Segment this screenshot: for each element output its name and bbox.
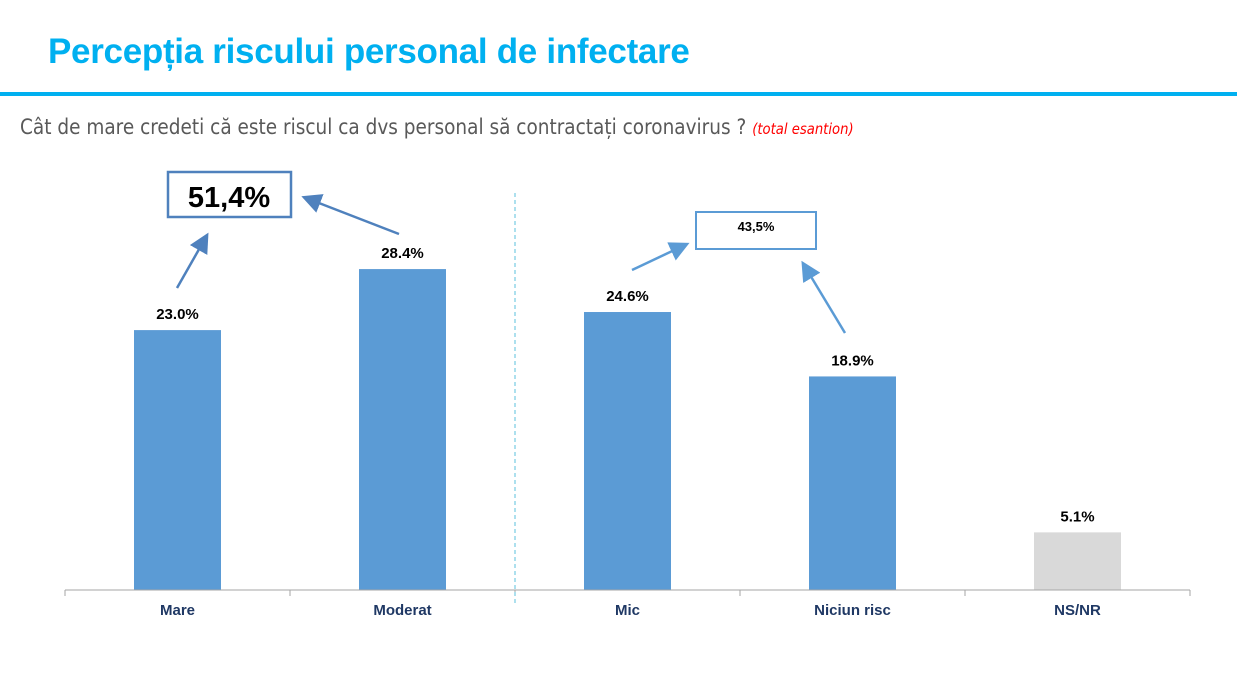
x-tick-label: NS/NR [1054, 602, 1101, 619]
arrow [631, 242, 690, 272]
bar-mic [584, 312, 671, 590]
x-tick-label: Niciun risc [814, 602, 891, 619]
data-label: 5.1% [1060, 508, 1094, 525]
annotation-box-total-high [166, 170, 293, 219]
arrow [301, 194, 400, 236]
data-label: 28.4% [381, 245, 424, 262]
data-label: 24.6% [606, 288, 649, 305]
page-title: Percepția riscului personal de infectare [48, 32, 690, 71]
annotation-total-high: 51,4% [188, 182, 270, 214]
bar-ns-nr [1034, 532, 1121, 590]
x-tick-label: Mic [615, 602, 640, 619]
question: Cât de mare credeti că este riscul ca dv… [20, 115, 747, 139]
data-label: 23.0% [156, 306, 199, 323]
title-divider [0, 92, 1237, 96]
arrow [175, 232, 209, 289]
data-label: 18.9% [831, 352, 874, 369]
x-tick-label: Mare [160, 602, 195, 619]
bar-niciun-risc [809, 376, 896, 590]
arrow [801, 260, 847, 334]
bar-mare [134, 330, 221, 590]
sample-note: (total esantion) [752, 120, 854, 138]
annotation-total-low: 43,5% [738, 219, 775, 234]
annotation-box-total-low [695, 211, 817, 250]
x-tick-label: Moderat [373, 602, 431, 619]
bar-moderat [359, 269, 446, 590]
question-text: Cât de mare credeti că este riscul ca dv… [20, 115, 854, 139]
